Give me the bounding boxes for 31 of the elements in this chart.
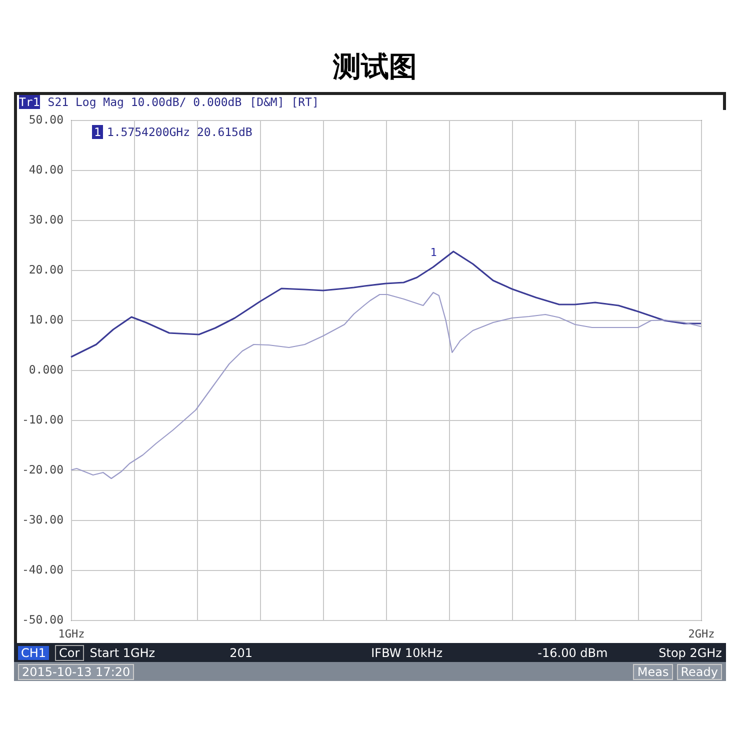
y-tick-label: -30.00	[22, 512, 64, 526]
y-tick-label: 50.00	[28, 112, 64, 126]
x-tick-label: 2GHz	[688, 628, 715, 640]
text: Ready	[676, 664, 722, 680]
annotation: 1	[92, 125, 103, 139]
annotation: 1	[430, 246, 437, 259]
y-tick-label: -10.00	[22, 412, 64, 426]
text: -16.00 dBm	[536, 646, 609, 660]
text: IFBW 10kHz	[370, 646, 444, 660]
text: S21 Log Mag 10.00dB/ 0.000dB	[48, 95, 242, 109]
text: 201	[228, 646, 254, 660]
line-series	[70, 292, 702, 480]
text: Start 1GHz	[90, 646, 156, 660]
text: [D&M] [RT]	[250, 95, 319, 109]
text: 2015-10-13 17:20	[18, 664, 134, 680]
y-tick-label: 30.00	[28, 212, 64, 226]
y-tick-label: 40.00	[28, 162, 64, 176]
text: Stop 2GHz	[658, 646, 722, 660]
text: CH1	[18, 646, 50, 660]
y-tick-label: 0.000	[28, 362, 64, 376]
x-tick-label: 1GHz	[58, 628, 85, 640]
y-tick-label: -20.00	[22, 462, 64, 476]
text: Tr1	[19, 95, 40, 109]
y-tick-label: -40.00	[22, 562, 64, 576]
y-tick-label: 10.00	[28, 312, 64, 326]
text: Cor	[55, 644, 84, 660]
y-tick-label: -50.00	[22, 612, 64, 626]
annotation: 1.5754200GHz 20.615dB	[106, 125, 252, 139]
text: Meas	[633, 664, 673, 680]
y-tick-label: 20.00	[28, 262, 64, 276]
chart-title: 测试图	[332, 49, 418, 85]
